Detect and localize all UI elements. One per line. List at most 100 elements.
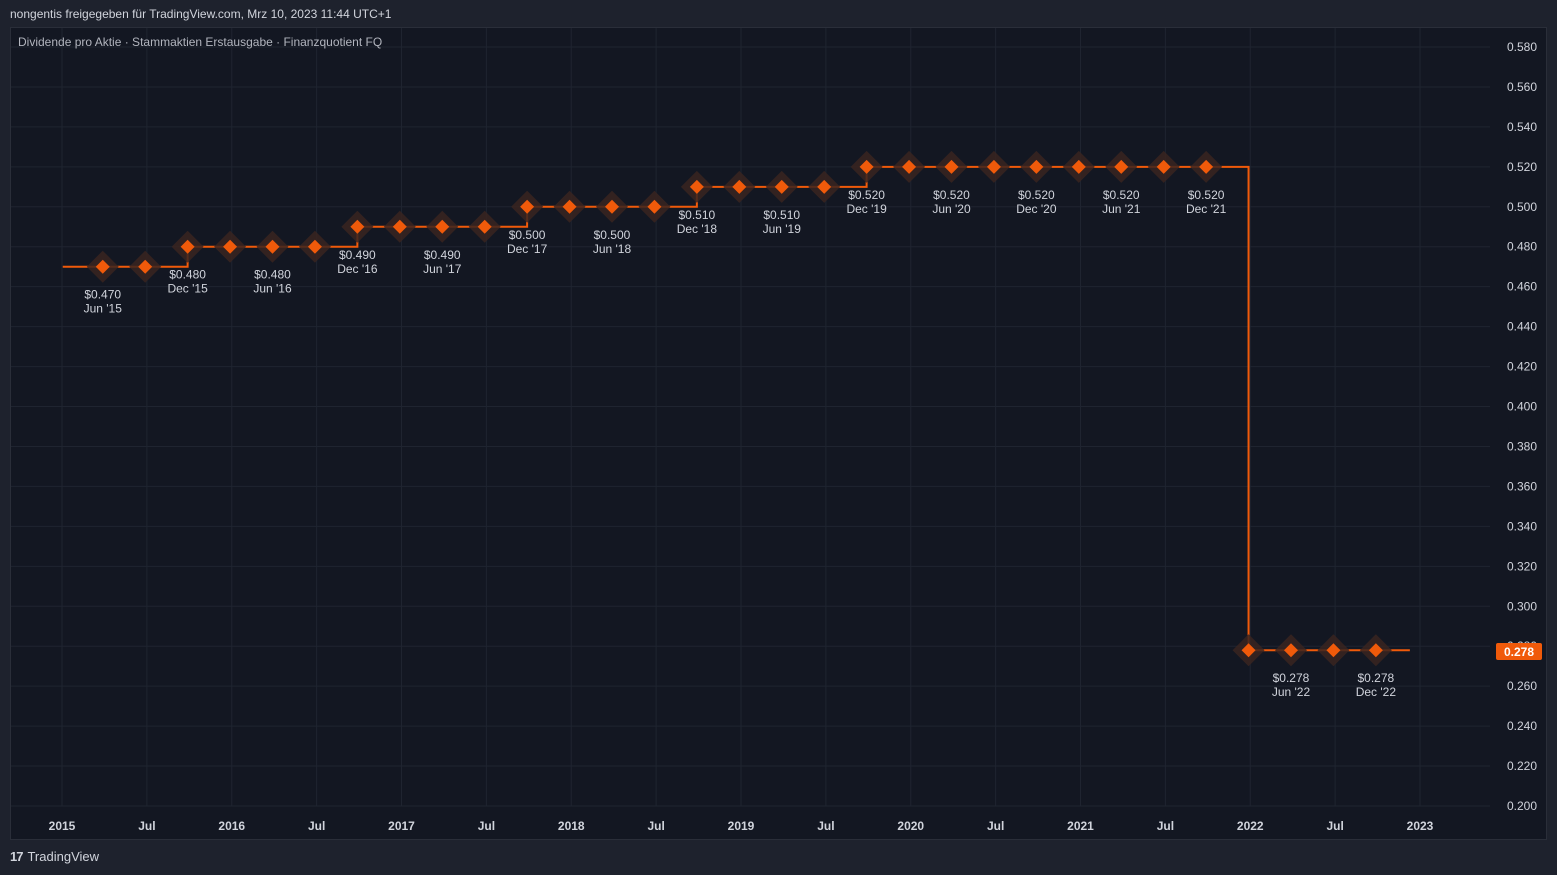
y-tick-label: 0.200: [1507, 799, 1537, 813]
y-tick-label: 0.220: [1507, 759, 1537, 773]
y-tick-label: 0.380: [1507, 439, 1537, 453]
y-tick-label: 0.420: [1507, 360, 1537, 374]
dividend-date-label: Jun '16: [253, 282, 292, 296]
x-tick-label: 2023: [1407, 819, 1434, 833]
dividend-date-label: Jun '22: [1272, 685, 1311, 699]
dividend-marker: [562, 199, 577, 214]
dividend-marker: [1241, 643, 1256, 658]
dividend-marker: [180, 239, 195, 254]
dividend-marker: [307, 239, 322, 254]
dividend-marker: [1029, 159, 1044, 174]
x-tick-label: Jul: [987, 819, 1004, 833]
dividend-value-label: $0.278: [1358, 671, 1395, 685]
dividend-marker: [392, 219, 407, 234]
dividend-marker: [604, 199, 619, 214]
dividend-date-label: Dec '16: [337, 262, 378, 276]
dividend-date-label: Jun '20: [932, 202, 971, 216]
dividend-value-label: $0.520: [1188, 188, 1225, 202]
y-tick-label: 0.400: [1507, 400, 1537, 414]
x-tick-label: 2015: [49, 819, 76, 833]
dividend-value-label: $0.470: [84, 288, 121, 302]
y-tick-label: 0.520: [1507, 160, 1537, 174]
y-tick-label: 0.540: [1507, 120, 1537, 134]
y-tick-label: 0.340: [1507, 519, 1537, 533]
dividend-value-label: $0.500: [509, 228, 546, 242]
y-tick-label: 0.320: [1507, 559, 1537, 573]
dividend-marker: [817, 179, 832, 194]
dividend-value-label: $0.520: [933, 188, 970, 202]
grid: [11, 28, 1490, 807]
last-value-text: 0.278: [1504, 645, 1534, 659]
dividend-marker: [902, 159, 917, 174]
x-tick-label: Jul: [138, 819, 155, 833]
dividend-marker: [520, 199, 535, 214]
y-tick-label: 0.460: [1507, 280, 1537, 294]
dividend-value-label: $0.490: [339, 248, 376, 262]
x-axis: 2015 Jul 2016 Jul 2017 Jul 2018 Jul 2019 Jul 2020 J…: [49, 819, 1434, 833]
dividend-value-label: $0.520: [1103, 188, 1140, 202]
dividend-marker: [1114, 159, 1129, 174]
dividend-date-label: Jun '21: [1102, 202, 1141, 216]
last-value-badge: 0.278: [1496, 643, 1542, 660]
x-tick-label: 2022: [1237, 819, 1264, 833]
dividend-date-label: Dec '22: [1356, 685, 1397, 699]
x-tick-label: 2019: [728, 819, 755, 833]
dividend-date-label: Dec '20: [1016, 202, 1057, 216]
dividend-marker: [435, 219, 450, 234]
dividend-value-label: $0.480: [254, 268, 291, 282]
y-tick-label: 0.360: [1507, 479, 1537, 493]
dividend-marker: [732, 179, 747, 194]
dividend-date-label: Jun '17: [423, 262, 462, 276]
dividend-marker: [265, 239, 280, 254]
y-tick-label: 0.300: [1507, 599, 1537, 613]
y-tick-label: 0.260: [1507, 679, 1537, 693]
dividend-marker: [1326, 643, 1341, 658]
dividend-marker: [138, 259, 153, 274]
dividend-marker: [95, 259, 110, 274]
x-tick-label: 2017: [388, 819, 415, 833]
y-axis: 0.580 0.560 0.540 0.520 0.500 0.480 0.460 0.440…: [1507, 40, 1537, 813]
dividend-marker: [689, 179, 704, 194]
dividend-date-label: Jun '18: [593, 242, 632, 256]
y-tick-label: 0.440: [1507, 320, 1537, 334]
dividend-marker: [223, 239, 238, 254]
dividend-marker: [1368, 643, 1383, 658]
dividend-value-label: $0.510: [679, 208, 716, 222]
x-tick-label: Jul: [308, 819, 325, 833]
dividend-value-label: $0.510: [763, 208, 800, 222]
dividend-marker: [1156, 159, 1171, 174]
dividend-markers: [86, 150, 1392, 667]
footer: 17 TradingView: [10, 849, 99, 864]
x-tick-label: 2020: [897, 819, 924, 833]
dividend-value-label: $0.500: [594, 228, 631, 242]
x-tick-label: Jul: [1157, 819, 1174, 833]
dividend-marker: [477, 219, 492, 234]
x-tick-label: 2016: [218, 819, 245, 833]
y-tick-label: 0.580: [1507, 40, 1537, 54]
dividend-marker: [647, 199, 662, 214]
chart-frame[interactable]: [10, 27, 1547, 840]
dividend-marker: [986, 159, 1001, 174]
dividend-marker: [350, 219, 365, 234]
dividend-date-label: Dec '21: [1186, 202, 1227, 216]
y-tick-label: 0.500: [1507, 200, 1537, 214]
y-tick-label: 0.240: [1507, 719, 1537, 733]
share-header: nongentis freigegeben für TradingView.co…: [10, 7, 392, 21]
dividend-value-label: $0.490: [424, 248, 461, 262]
x-tick-label: Jul: [478, 819, 495, 833]
brand-name[interactable]: TradingView: [27, 849, 100, 864]
dividend-marker: [1283, 643, 1298, 658]
y-tick-label: 0.480: [1507, 240, 1537, 254]
dividend-marker: [774, 179, 789, 194]
dividend-marker: [944, 159, 959, 174]
y-tick-label: 0.560: [1507, 80, 1537, 94]
dividend-value-label: $0.520: [848, 188, 885, 202]
dividend-marker: [1071, 159, 1086, 174]
dividend-marker: [859, 159, 874, 174]
dividend-date-label: Dec '18: [677, 222, 718, 236]
dividend-value-label: $0.520: [1018, 188, 1055, 202]
dividend-marker: [1199, 159, 1214, 174]
last-value-bg: [1496, 643, 1542, 660]
